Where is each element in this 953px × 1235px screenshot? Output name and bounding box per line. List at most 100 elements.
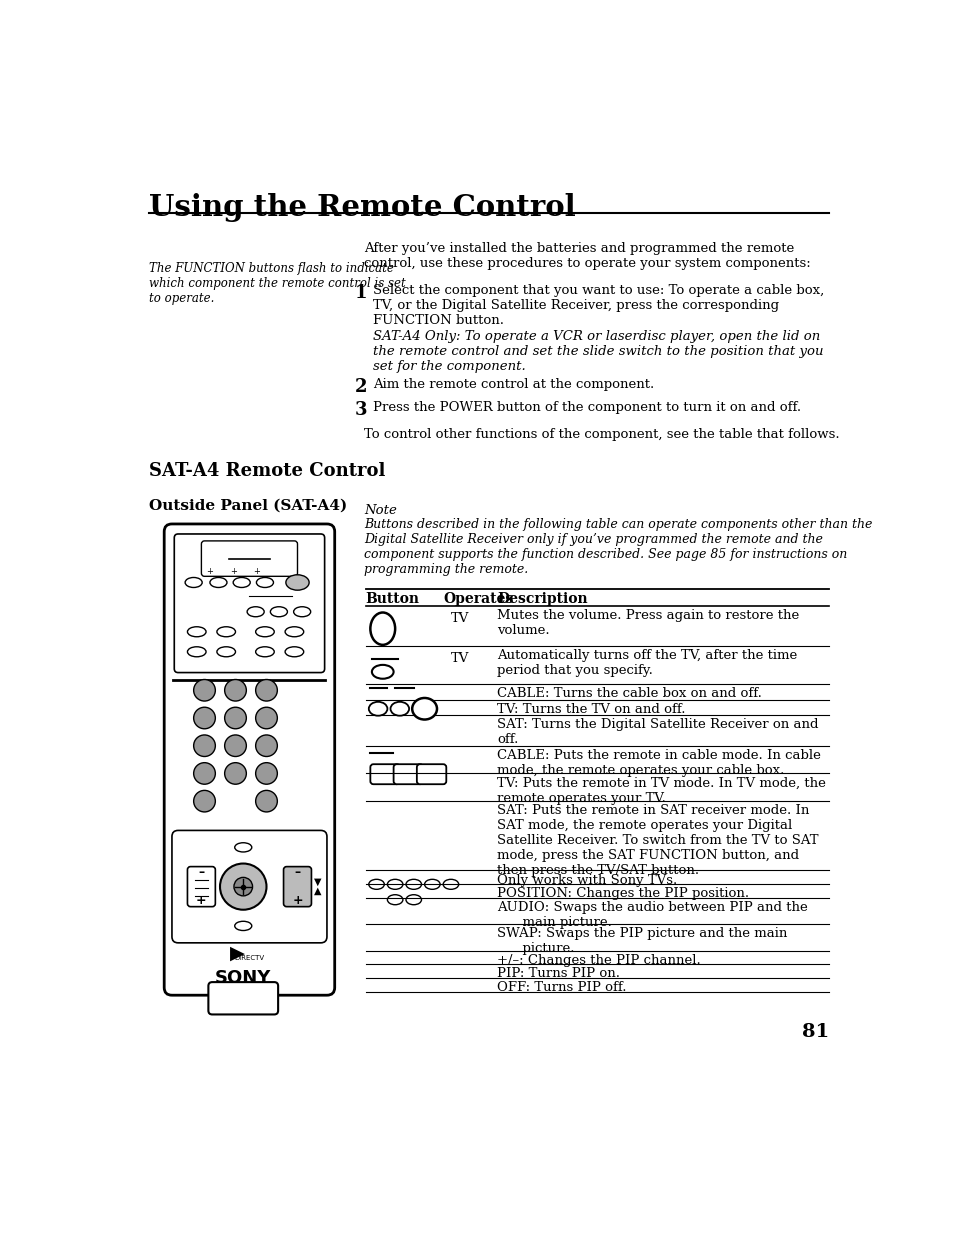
Text: +: + (253, 567, 259, 577)
Circle shape (193, 790, 215, 811)
Circle shape (220, 863, 266, 910)
Ellipse shape (285, 647, 303, 657)
Ellipse shape (390, 701, 409, 716)
Ellipse shape (233, 578, 250, 588)
Ellipse shape (286, 574, 309, 590)
Text: CABLE: Puts the remote in cable mode. In cable
mode, the remote operates your ca: CABLE: Puts the remote in cable mode. In… (497, 748, 821, 777)
Text: +: + (196, 894, 207, 906)
Text: Select the component that you want to use: To operate a cable box,
TV, or the Di: Select the component that you want to us… (373, 284, 823, 327)
Text: SAT: Turns the Digital Satellite Receiver on and
off.: SAT: Turns the Digital Satellite Receive… (497, 718, 818, 746)
Text: SWAP: Swaps the PIP picture and the main
      picture.: SWAP: Swaps the PIP picture and the main… (497, 927, 787, 956)
Text: TV: TV (451, 611, 469, 625)
Text: TV: Puts the remote in TV mode. In TV mode, the
remote operates your TV.: TV: Puts the remote in TV mode. In TV mo… (497, 777, 825, 804)
Text: AUDIO: Swaps the audio between PIP and the
      main picture.: AUDIO: Swaps the audio between PIP and t… (497, 902, 807, 929)
Text: +: + (230, 567, 236, 577)
FancyBboxPatch shape (172, 830, 327, 942)
Ellipse shape (255, 626, 274, 637)
Text: –: – (294, 866, 300, 879)
Ellipse shape (369, 879, 384, 889)
Text: Aim the remote control at the component.: Aim the remote control at the component. (373, 378, 654, 390)
FancyBboxPatch shape (174, 534, 324, 673)
Ellipse shape (369, 701, 387, 716)
Ellipse shape (387, 894, 402, 905)
Ellipse shape (255, 647, 274, 657)
FancyBboxPatch shape (283, 867, 311, 906)
FancyBboxPatch shape (201, 541, 297, 577)
Text: Automatically turns off the TV, after the time
period that you specify.: Automatically turns off the TV, after th… (497, 648, 797, 677)
Circle shape (193, 708, 215, 729)
Circle shape (193, 735, 215, 757)
Text: ▼: ▼ (314, 877, 321, 887)
Text: TV: Turns the TV on and off.: TV: Turns the TV on and off. (497, 703, 685, 715)
Circle shape (224, 708, 246, 729)
Ellipse shape (443, 879, 458, 889)
Text: SONY: SONY (214, 969, 272, 987)
Text: POSITION: Changes the PIP position.: POSITION: Changes the PIP position. (497, 888, 749, 900)
Circle shape (255, 679, 277, 701)
FancyBboxPatch shape (187, 867, 215, 906)
Ellipse shape (210, 578, 227, 588)
Circle shape (224, 679, 246, 701)
Text: Mutes the volume. Press again to restore the
volume.: Mutes the volume. Press again to restore… (497, 609, 799, 637)
Ellipse shape (216, 647, 235, 657)
Text: SAT: Puts the remote in SAT receiver mode. In
SAT mode, the remote operates your: SAT: Puts the remote in SAT receiver mod… (497, 804, 818, 877)
Ellipse shape (256, 578, 274, 588)
Ellipse shape (285, 626, 303, 637)
FancyBboxPatch shape (164, 524, 335, 995)
Text: 2: 2 (355, 378, 367, 395)
FancyBboxPatch shape (370, 764, 399, 784)
Ellipse shape (247, 606, 264, 616)
Text: Buttons described in the following table can operate components other than the
D: Buttons described in the following table… (364, 517, 872, 576)
FancyBboxPatch shape (416, 764, 446, 784)
Text: +: + (292, 894, 302, 906)
Ellipse shape (406, 894, 421, 905)
Text: TV: TV (451, 652, 469, 664)
Circle shape (193, 679, 215, 701)
Ellipse shape (185, 578, 202, 588)
Text: Outside Panel (SAT-A4): Outside Panel (SAT-A4) (149, 499, 347, 513)
Text: OFF: Turns PIP off.: OFF: Turns PIP off. (497, 982, 626, 994)
Text: Note: Note (364, 504, 396, 517)
Circle shape (233, 877, 253, 895)
Circle shape (224, 735, 246, 757)
Text: Using the Remote Control: Using the Remote Control (149, 193, 575, 222)
Text: 3: 3 (355, 401, 367, 419)
Ellipse shape (412, 698, 436, 720)
Text: SAT-A4 Remote Control: SAT-A4 Remote Control (149, 462, 385, 480)
Ellipse shape (294, 606, 311, 616)
Text: Press the POWER button of the component to turn it on and off.: Press the POWER button of the component … (373, 401, 801, 414)
Text: CABLE: Turns the cable box on and off.: CABLE: Turns the cable box on and off. (497, 687, 761, 700)
Text: SAT-A4 Only: To operate a VCR or laserdisc player, open the lid on
the remote co: SAT-A4 Only: To operate a VCR or laserdi… (373, 330, 823, 373)
Circle shape (193, 763, 215, 784)
Circle shape (255, 735, 277, 757)
Text: ▲: ▲ (314, 887, 321, 897)
FancyBboxPatch shape (208, 982, 278, 1014)
Ellipse shape (387, 879, 402, 889)
Text: –: – (198, 866, 204, 879)
Circle shape (255, 708, 277, 729)
Text: Description: Description (497, 592, 587, 605)
Text: Only works with Sony TVs.: Only works with Sony TVs. (497, 873, 677, 887)
Ellipse shape (187, 626, 206, 637)
Text: Operates: Operates (443, 592, 513, 605)
Circle shape (255, 763, 277, 784)
Text: +: + (206, 567, 213, 577)
Ellipse shape (187, 647, 206, 657)
Ellipse shape (406, 879, 421, 889)
Ellipse shape (424, 879, 439, 889)
Text: Button: Button (365, 592, 419, 605)
Ellipse shape (372, 664, 394, 679)
FancyBboxPatch shape (394, 764, 422, 784)
Ellipse shape (216, 626, 235, 637)
Ellipse shape (234, 921, 252, 930)
Text: ▶: ▶ (230, 944, 244, 963)
Ellipse shape (370, 613, 395, 645)
Ellipse shape (270, 606, 287, 616)
Text: DIRECTV: DIRECTV (234, 955, 264, 961)
Text: +/–: Changes the PIP channel.: +/–: Changes the PIP channel. (497, 953, 700, 967)
Text: After you’ve installed the batteries and programmed the remote
control, use thes: After you’ve installed the batteries and… (364, 242, 810, 270)
Text: PIP: Turns PIP on.: PIP: Turns PIP on. (497, 967, 619, 981)
Text: To control other functions of the component, see the table that follows.: To control other functions of the compon… (364, 429, 839, 441)
Text: The FUNCTION buttons flash to indicate
which component the remote control is set: The FUNCTION buttons flash to indicate w… (149, 262, 405, 305)
Ellipse shape (234, 842, 252, 852)
